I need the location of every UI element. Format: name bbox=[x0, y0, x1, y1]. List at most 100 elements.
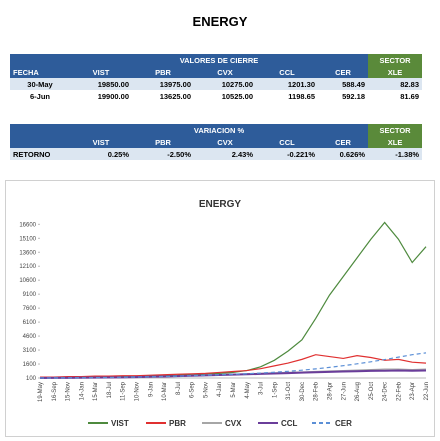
cell: 82.83 bbox=[368, 78, 423, 90]
group-header: VALORES DE CIERRE bbox=[70, 54, 369, 66]
cell: -1.38% bbox=[368, 148, 423, 160]
cell: 81.69 bbox=[400, 91, 420, 101]
x-tick-label: 24-Dec bbox=[383, 382, 389, 401]
cell: 0.626% bbox=[318, 148, 369, 160]
column-header: CVX bbox=[194, 136, 256, 148]
cell: 1198.65 bbox=[288, 91, 315, 101]
legend-label: CER bbox=[335, 419, 352, 428]
cell: 13625.00 bbox=[159, 91, 191, 101]
cell bbox=[10, 136, 70, 148]
column-header: PBR bbox=[132, 136, 194, 148]
y-tick-label: 13600 bbox=[19, 250, 36, 256]
closing-table: VALORES DE CIERRE SECTOR FECHA VIST PBR CVX CC… bbox=[10, 54, 423, 102]
x-tick-label: 10-Mar bbox=[162, 382, 168, 401]
chart: ENERGY 100 1600 3100 4600 6100 7600 9100 10600 1… bbox=[19, 199, 430, 428]
y-tick-label: 15100 bbox=[19, 236, 36, 242]
legend-label: CVX bbox=[225, 419, 242, 428]
x-tick-label: 5-Nov bbox=[203, 382, 209, 398]
column-header: CER bbox=[318, 66, 369, 78]
x-tick-label: 6-Sep bbox=[190, 381, 196, 398]
x-tick-label: 30-Dec bbox=[300, 382, 306, 401]
data-row: 6-Jun 19900.00 13625.00 10525.00 1198.65 592.… bbox=[10, 90, 422, 102]
x-tick-label: 11-Sep bbox=[121, 381, 127, 401]
y-tick-label: 100 bbox=[26, 376, 37, 382]
column-header: VIST bbox=[70, 66, 132, 78]
x-tick-label: 31-Oct bbox=[286, 382, 292, 400]
y-tick-label: 6100 bbox=[23, 320, 37, 326]
sector-header: SECTOR bbox=[368, 124, 423, 136]
x-tick-label: 9-Jan bbox=[148, 382, 154, 397]
x-tick-label: 8-Jul bbox=[176, 382, 182, 395]
y-tick-label: 10600 bbox=[19, 278, 36, 284]
cell bbox=[10, 124, 70, 136]
cell: 30-May bbox=[10, 78, 70, 90]
x-tick-label: 26-Aug bbox=[355, 382, 361, 401]
x-tick-label: 28-Feb bbox=[314, 381, 320, 401]
x-tick-label: 22-Feb bbox=[396, 381, 402, 401]
x-tick-label: 23-Apr bbox=[410, 382, 416, 400]
cell: 10275.00 bbox=[194, 78, 256, 90]
y-tick-label: 12100 bbox=[19, 264, 36, 270]
header-row: VARIACION % SECTOR bbox=[10, 124, 423, 136]
y-tick-label: 3100 bbox=[23, 348, 37, 354]
x-tick-label: 5-Mar bbox=[231, 382, 237, 398]
cell: 0.25% bbox=[70, 148, 132, 160]
x-tick-label: 22-Jun bbox=[424, 382, 430, 400]
x-tick-label: 4-Jan bbox=[217, 382, 223, 397]
x-tick-label: 19-May bbox=[38, 382, 44, 402]
cell: 1201.30 bbox=[256, 78, 318, 90]
cell: -2.50% bbox=[132, 148, 194, 160]
cell: 2.43% bbox=[194, 148, 256, 160]
cell: 10525.00 bbox=[221, 91, 253, 101]
x-tick-label: 25-Oct bbox=[369, 382, 375, 400]
column-header: FECHA bbox=[10, 66, 70, 78]
series-line bbox=[40, 354, 427, 378]
column-header: CVX bbox=[194, 66, 256, 78]
cell bbox=[10, 54, 70, 66]
x-tick-label: 10-Nov bbox=[135, 382, 141, 401]
y-tick-label: 16600 bbox=[19, 222, 36, 228]
group-header: VARIACION % bbox=[70, 124, 369, 136]
data-row: 30-May 19850.00 13975.00 10275.00 1201.30 588… bbox=[10, 78, 423, 90]
x-tick-label: 16-Sep bbox=[52, 381, 58, 401]
header-row: VALORES DE CIERRE SECTOR bbox=[10, 54, 423, 66]
x-tick-label: 28-Apr bbox=[328, 382, 334, 400]
x-tick-label: 1-Sep bbox=[272, 381, 278, 398]
x-tick-label: 15-Mar bbox=[93, 382, 99, 401]
data-row: RETORNO 0.25% -2.50% 2.43% -0.221% 0.626% -1.3… bbox=[10, 148, 423, 160]
legend-label: CCL bbox=[281, 419, 298, 428]
legend-label: VIST bbox=[111, 419, 129, 428]
column-row: VIST PBR CVX CCL CER XLE bbox=[10, 136, 423, 148]
series-line bbox=[39, 352, 427, 379]
column-header: CER bbox=[318, 136, 369, 148]
page-title: ENERGY bbox=[192, 14, 248, 29]
legend-label: PBR bbox=[169, 419, 186, 428]
column-header: CCL bbox=[256, 66, 318, 78]
x-tick-label: 27-Jun bbox=[341, 382, 347, 400]
column-row: FECHA VIST PBR CVX CCL CER XLE bbox=[10, 66, 423, 78]
y-tick-label: 7600 bbox=[23, 306, 37, 312]
cell: -0.221% bbox=[256, 148, 318, 160]
cell: 588.49 bbox=[318, 78, 369, 90]
cell: 19900.00 bbox=[97, 91, 129, 101]
chart-title: ENERGY bbox=[199, 199, 242, 210]
column-header: VIST bbox=[70, 136, 132, 148]
x-tick-label: 18-Jul bbox=[107, 382, 113, 398]
x-tick-label: 3-Jul bbox=[259, 382, 265, 395]
cell: 6-Jun bbox=[29, 91, 50, 101]
sector-header: SECTOR bbox=[368, 54, 423, 66]
y-tick-label: 1600 bbox=[23, 362, 37, 368]
series-line bbox=[39, 221, 427, 379]
column-header: CCL bbox=[256, 136, 318, 148]
cell: 13975.00 bbox=[132, 78, 194, 90]
column-header: XLE bbox=[368, 66, 423, 78]
column-header: PBR bbox=[132, 66, 194, 78]
cell: 592.18 bbox=[342, 91, 366, 101]
column-header: XLE bbox=[368, 136, 423, 148]
y-tick-label: 4600 bbox=[23, 334, 37, 340]
chart-box: ENERGY 100 1600 3100 4600 6100 7600 9100 10600 1… bbox=[5, 180, 435, 437]
y-tick-label: 9100 bbox=[23, 292, 37, 298]
x-tick-label: 4-May bbox=[245, 382, 251, 399]
variation-table: VARIACION % SECTOR VIST PBR CVX CCL CER XLE RETO… bbox=[10, 124, 423, 160]
